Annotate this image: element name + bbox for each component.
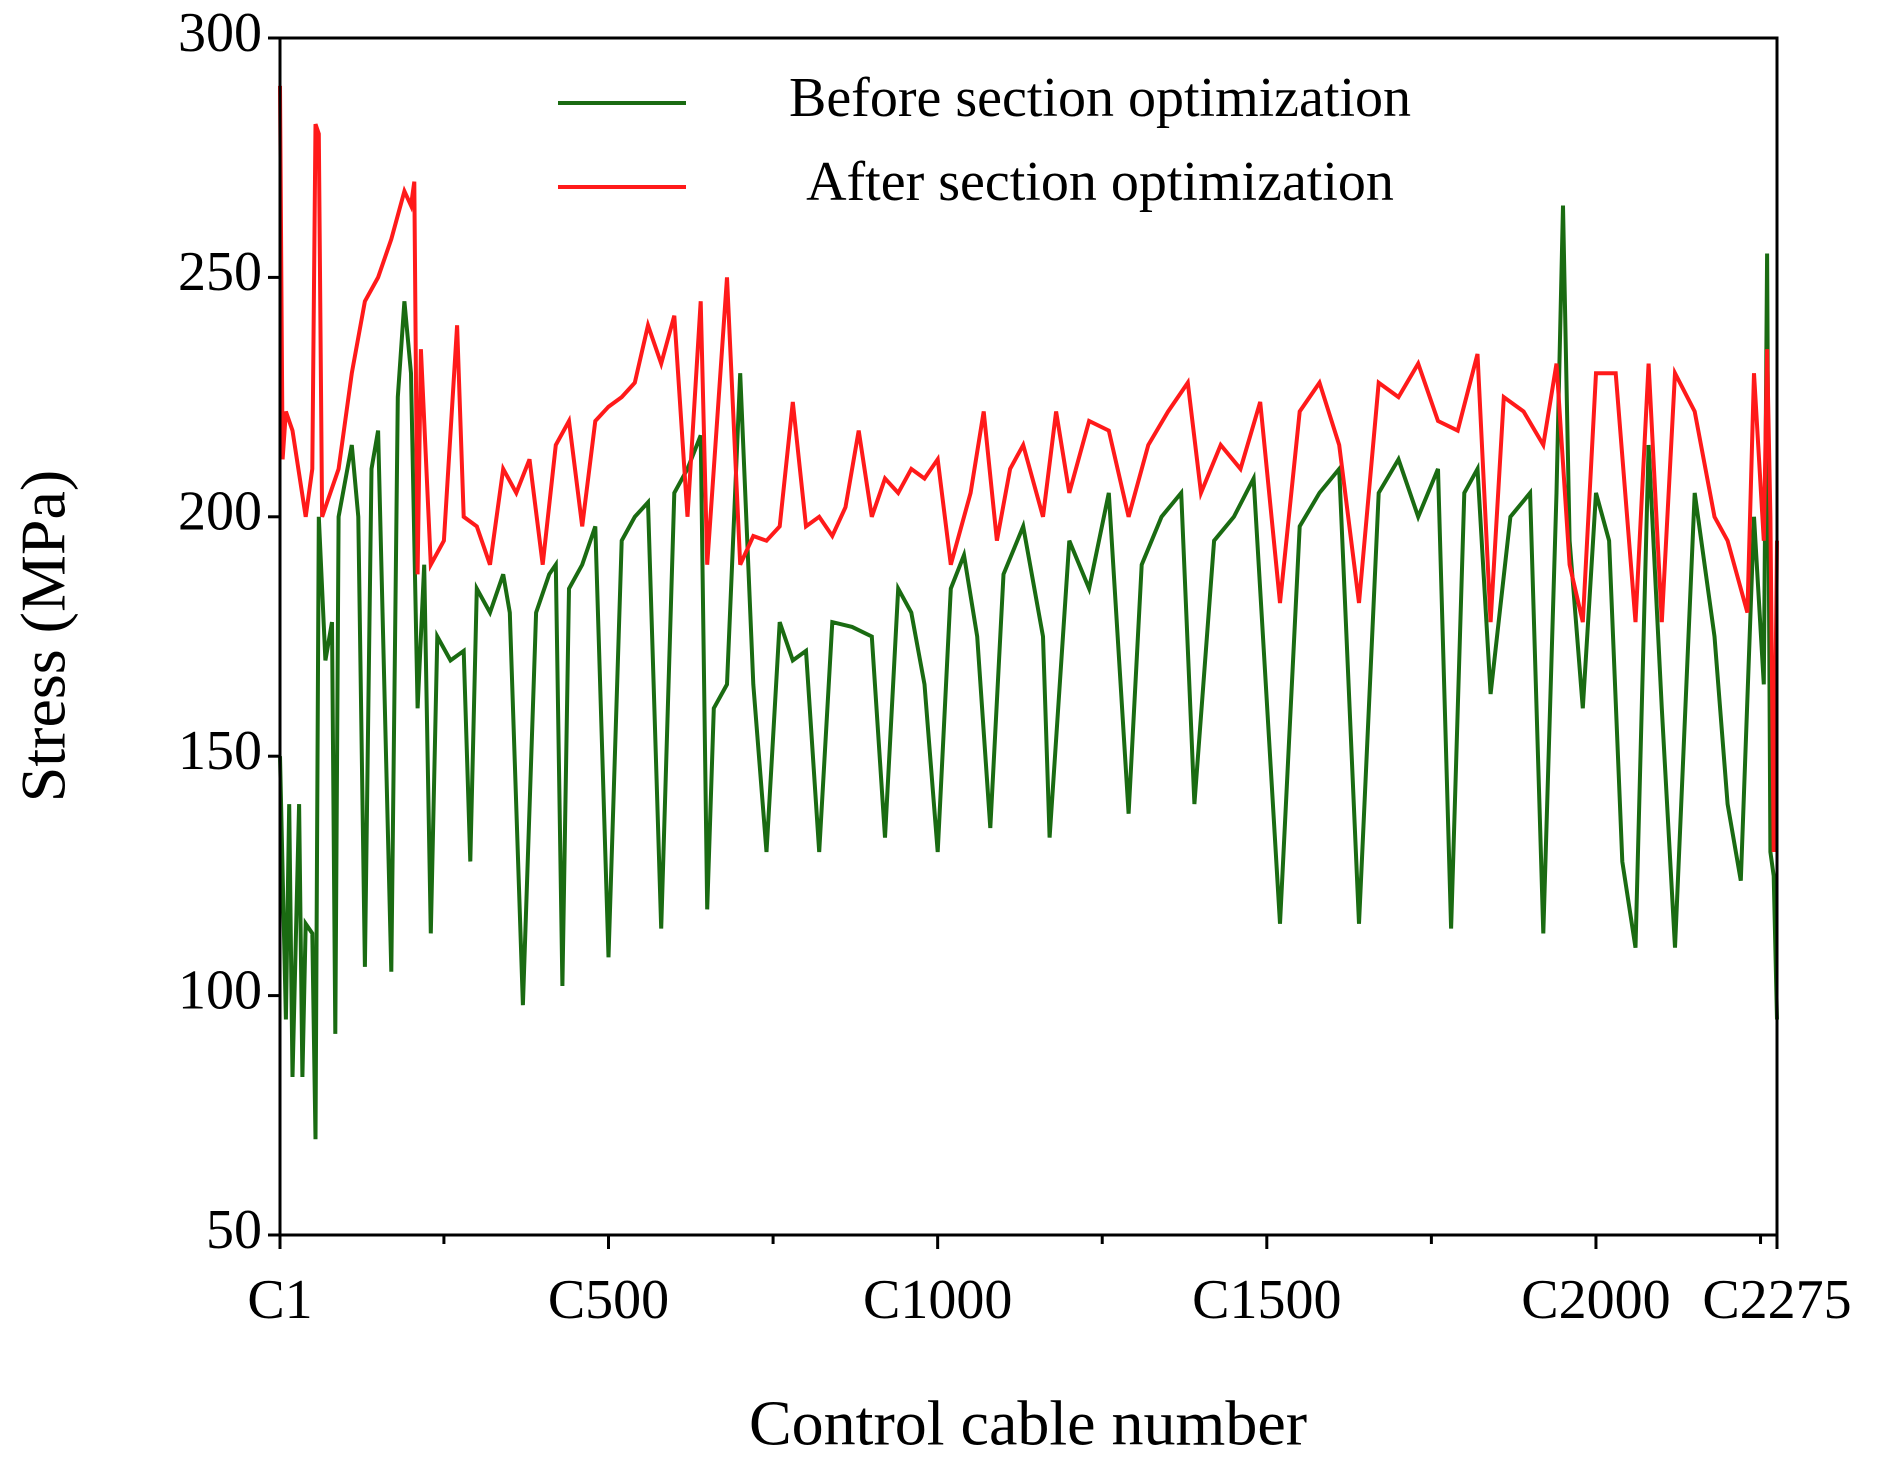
y-tick-label: 50 [206, 1199, 262, 1261]
x-tick-label: C1000 [863, 1269, 1012, 1331]
x-tick-label: C1500 [1192, 1269, 1341, 1331]
y-tick-label: 200 [178, 481, 262, 543]
y-tick-label: 150 [178, 720, 262, 782]
y-tick-label: 300 [178, 2, 262, 64]
legend-label: After section optimization [806, 151, 1394, 213]
y-axis-label: Stress (MPa) [8, 470, 79, 802]
x-axis-label: Control cable number [749, 1388, 1307, 1459]
legend-label: Before section optimization [789, 67, 1411, 129]
x-tick-label: C1 [247, 1269, 312, 1331]
x-tick-label: C2275 [1702, 1269, 1851, 1331]
y-tick-label: 100 [178, 959, 262, 1021]
x-tick-label: C2000 [1521, 1269, 1670, 1331]
plot-frame [278, 36, 1779, 1237]
x-tick-label: C500 [548, 1269, 669, 1331]
data-line [278, 85, 1779, 853]
data-line [278, 205, 1779, 1140]
y-tick-label: 250 [178, 241, 262, 303]
